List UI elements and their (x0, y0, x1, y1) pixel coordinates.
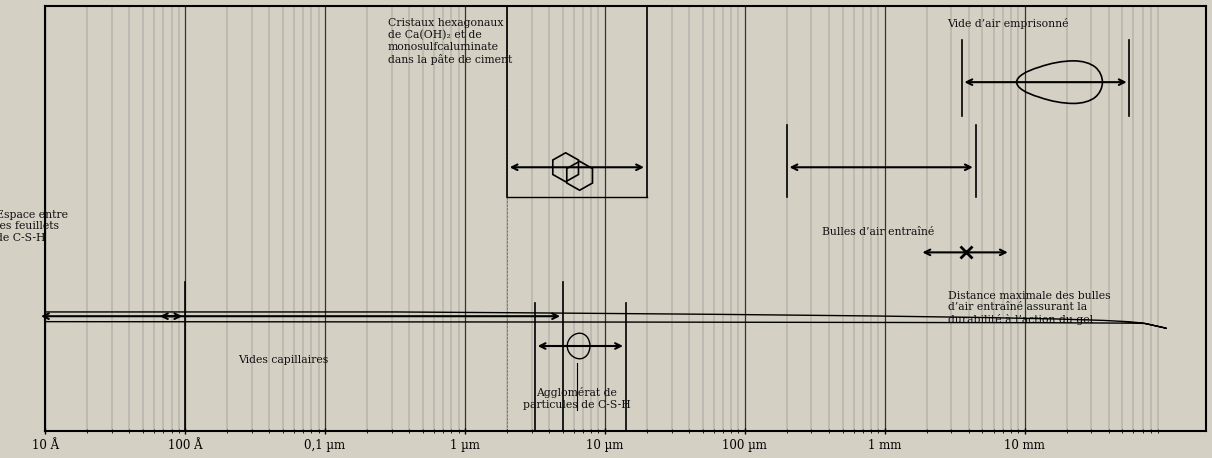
Text: Vide d’air emprisonné: Vide d’air emprisonné (948, 18, 1069, 29)
Text: Vides capillaires: Vides capillaires (238, 354, 328, 365)
Text: Bulles d’air entraîné: Bulles d’air entraîné (822, 227, 933, 237)
Text: Agglomérat de
particules de C-S-H: Agglomérat de particules de C-S-H (522, 387, 630, 410)
Text: Distance maximale des bulles
d’air entraîné assurant la
durabilité à l’action du: Distance maximale des bulles d’air entra… (948, 291, 1110, 325)
Text: Cristaux hexagonaux
de Ca(OH)₂ et de
monosulfcaluminate
dans la pâte de ciment: Cristaux hexagonaux de Ca(OH)₂ et de mon… (388, 18, 513, 65)
Text: Espace entre
les feuillets
de C-S-H: Espace entre les feuillets de C-S-H (0, 210, 68, 243)
